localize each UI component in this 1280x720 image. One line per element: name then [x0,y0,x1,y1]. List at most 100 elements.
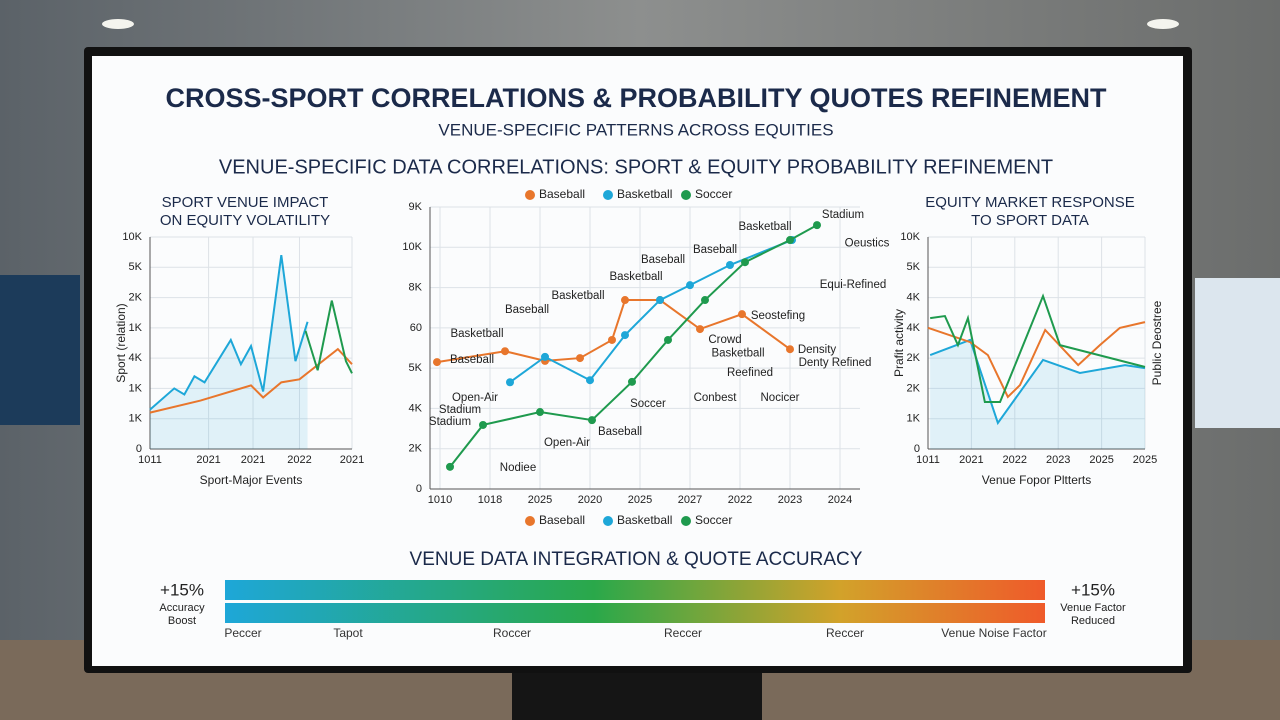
annotation: Basketball [711,347,764,359]
legend-swatch [681,516,691,526]
legend-label: Basketball [617,187,672,201]
point [738,310,746,319]
point [813,221,821,230]
y-axis-label: Prafit activity [892,309,906,377]
point [726,261,734,270]
scale-label: Reccer [826,626,864,640]
x-tick-label: 1010 [428,494,452,506]
legend-label: Soccer [695,513,732,527]
legend-swatch [525,516,535,526]
right-label: Reduced [1071,615,1115,627]
y-tick-label: 9K [409,201,423,213]
x-tick-label: 2022 [728,494,752,506]
x-tick-label: 1018 [478,494,502,506]
point [479,420,487,429]
annotation: Nocicer [761,392,800,404]
y-tick-label: 5K [129,261,143,273]
point [701,296,709,305]
annotation: Soccer [630,398,666,410]
series-line [149,255,309,411]
point [686,281,694,290]
x-axis-label: Venue Fopor Pltterts [982,473,1091,487]
x-tick-label: 1011 [138,454,162,466]
x-tick-label: 2025 [1133,454,1157,466]
x-tick-label: 2021 [340,454,364,466]
x-tick-label: 2023 [778,494,802,506]
wall-screen [1195,278,1280,428]
y-tick-label: 10K [402,241,422,253]
point [506,378,514,387]
point [656,296,664,305]
point [696,325,704,334]
point [621,296,629,305]
annotation: Density [798,344,837,356]
x-tick-label: 2024 [828,494,852,506]
y-tick-label: 4K [409,402,423,414]
point [621,331,629,340]
y-tick-label: 2K [907,352,921,364]
point [433,358,441,367]
y-tick-label: 1K [907,413,921,425]
series-line [927,321,1146,399]
annotation: Denty Refined [799,357,872,369]
legend-swatch [525,190,535,200]
scale-label: Tapot [333,626,363,640]
right-label: Venue Factor [1060,602,1126,614]
x-tick-label: 2021 [196,454,220,466]
gradient-bar [225,580,1045,600]
scale-label: Peccer [224,626,261,640]
annotation: Open-Air [544,437,590,449]
area [930,339,1145,449]
annotation: Baseball [450,354,494,366]
point [576,354,584,363]
stand [512,672,762,720]
heading: VENUE-SPECIFIC DATA CORRELATIONS: SPORT … [219,156,1053,178]
chart-title: SPORT VENUE IMPACT [162,194,329,211]
scale-label: Roccer [493,626,531,640]
ceiling-light [102,19,134,29]
annotation: Nodiee [500,462,536,474]
annotation: Stadium [822,209,864,221]
scale-label: Reccer [664,626,702,640]
annotation: Open-Air [452,392,498,404]
annotation: Baseball [505,304,549,316]
point [608,335,616,344]
chart-title: TO SPORT DATA [971,212,1089,229]
y-tick-label: 1K [129,322,143,334]
annotation: Oeustics [845,237,890,249]
y-tick-label: 60 [410,322,422,334]
x-tick-label: 2027 [678,494,702,506]
y-tick-label: 5K [409,362,423,374]
series-line [304,300,353,374]
annotation: Basketball [738,221,791,233]
annotation: Conbest [694,392,738,404]
series-line [509,239,793,384]
subtitle: VENUE-SPECIFIC PATTERNS ACROSS EQUITIES [438,120,833,139]
y-tick-label: 2K [409,443,423,455]
annotation: Basketball [609,271,662,283]
y-tick-label: 1K [129,413,143,425]
y-tick-label: 0 [136,443,142,455]
x-tick-label: 2021 [959,454,983,466]
y-tick-label: 2K [907,382,921,394]
legend-label: Soccer [695,187,732,201]
y-tick-label: 10K [122,231,142,243]
point [628,377,636,386]
y-tick-label: 0 [914,443,920,455]
annotation: Stadium [429,416,471,428]
series-line [449,224,818,468]
left-label: Accuracy [159,602,205,614]
annotation: Seostefing [751,310,805,322]
point [501,347,509,356]
x-tick-label: 2022 [1003,454,1027,466]
legend-label: Basketball [617,513,672,527]
gradient-bar [225,603,1045,623]
chart-title: EQUITY MARKET RESPONSE [925,194,1135,211]
scale-label: Venue Noise Factor [941,626,1046,640]
x-axis-label: Sport-Major Events [200,473,303,487]
chart-title: ON EQUITY VOLATILITY [160,212,330,229]
point [536,408,544,417]
point [446,462,454,471]
y2-axis-label: Public Deostree [1150,300,1164,385]
